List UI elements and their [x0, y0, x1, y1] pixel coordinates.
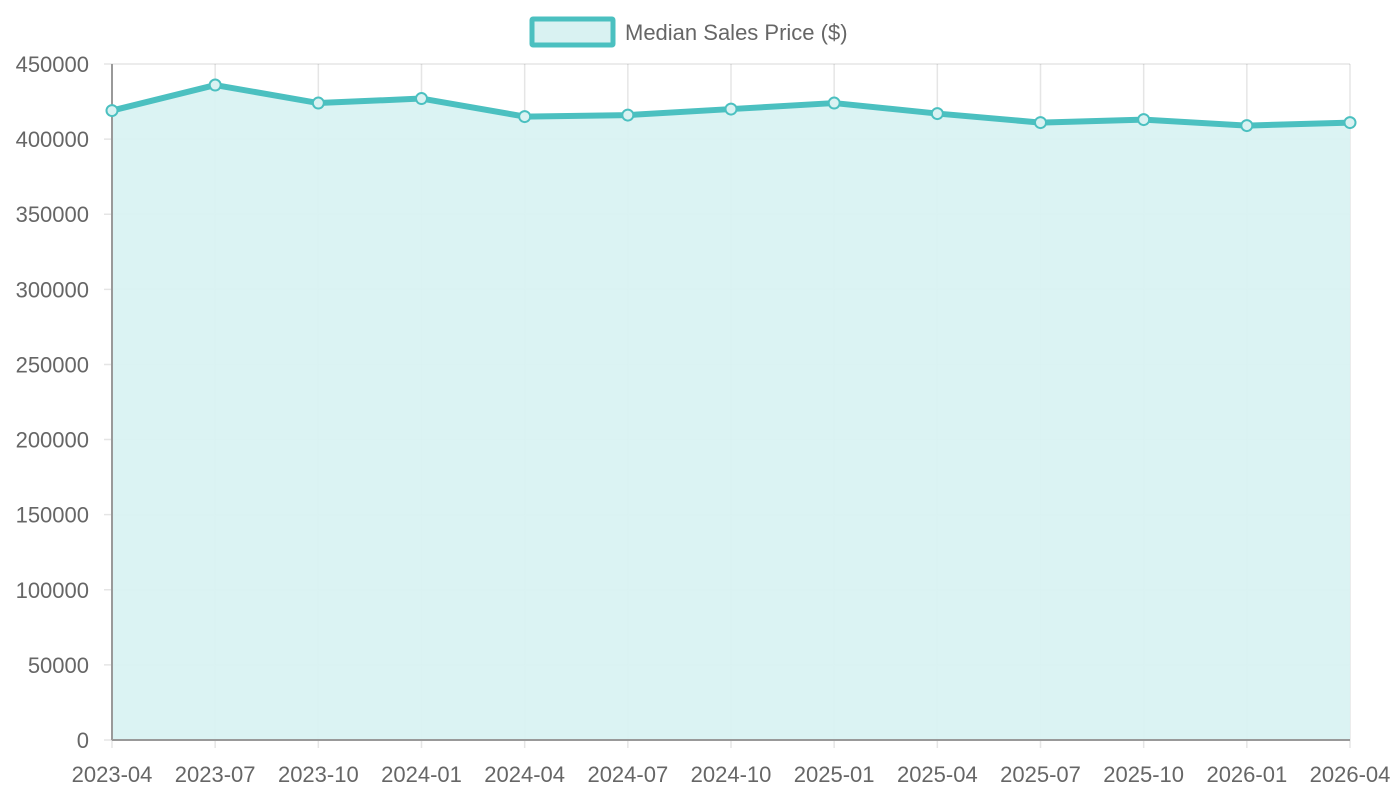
- x-tick-label: 2025-07: [1000, 762, 1081, 787]
- data-point[interactable]: [415, 92, 428, 106]
- y-tick-label: 50000: [28, 653, 89, 678]
- y-tick-label: 150000: [16, 503, 89, 528]
- data-point[interactable]: [208, 78, 222, 92]
- y-tick-label: 400000: [16, 127, 89, 152]
- x-tick-label: 2023-04: [72, 762, 153, 787]
- x-tick-label: 2024-01: [381, 762, 462, 787]
- legend-label[interactable]: Median Sales Price ($): [625, 20, 848, 45]
- x-tick-label: 2026-01: [1206, 762, 1287, 787]
- x-tick-label: 2024-04: [484, 762, 565, 787]
- legend[interactable]: Median Sales Price ($): [529, 16, 848, 48]
- y-tick-label: 0: [77, 728, 89, 753]
- y-tick-label: 450000: [16, 52, 89, 77]
- y-tick-label: 100000: [16, 578, 89, 603]
- data-point[interactable]: [1240, 119, 1254, 133]
- x-tick-label: 2023-07: [175, 762, 256, 787]
- data-point[interactable]: [1137, 113, 1151, 127]
- axes: [111, 64, 1350, 741]
- data-point[interactable]: [518, 110, 532, 124]
- tick-labels: 0 50000 100000 150000 200000 250000 300000 3500…: [16, 52, 1391, 787]
- y-tick-label: 350000: [16, 202, 89, 227]
- x-tick-label: 2025-01: [794, 762, 875, 787]
- data-point[interactable]: [621, 108, 635, 122]
- x-tick-label: 2025-10: [1103, 762, 1184, 787]
- series-area: [112, 85, 1350, 740]
- y-tick-label: 200000: [16, 428, 89, 453]
- area-fill-layer: [112, 85, 1350, 740]
- x-tick-label: 2024-10: [691, 762, 772, 787]
- y-tick-label: 300000: [16, 277, 89, 302]
- legend-swatch[interactable]: [529, 16, 616, 48]
- x-tick-label: 2023-10: [278, 762, 359, 787]
- data-point[interactable]: [1034, 116, 1047, 130]
- y-tick-label: 250000: [16, 352, 89, 377]
- data-point[interactable]: [930, 107, 944, 121]
- x-tick-label: 2024-07: [587, 762, 668, 787]
- data-point[interactable]: [311, 96, 325, 110]
- data-point[interactable]: [827, 96, 841, 110]
- data-point[interactable]: [1343, 116, 1357, 130]
- x-tick-label: 2025-04: [897, 762, 978, 787]
- data-point[interactable]: [105, 104, 119, 118]
- x-tick-label: 2026-04: [1310, 762, 1391, 787]
- data-point[interactable]: [724, 102, 738, 116]
- data-points: [105, 78, 1357, 133]
